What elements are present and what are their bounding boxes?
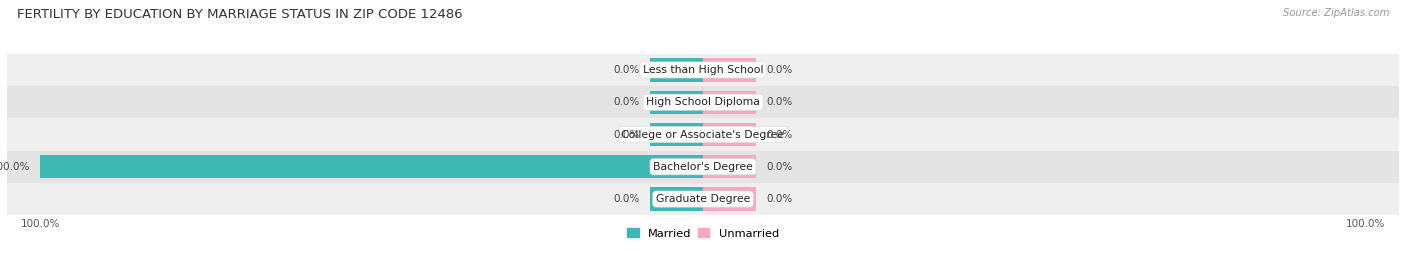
Text: 0.0%: 0.0% xyxy=(614,65,640,75)
Text: Graduate Degree: Graduate Degree xyxy=(655,194,751,204)
Bar xyxy=(7,118,1399,151)
Text: 0.0%: 0.0% xyxy=(766,162,792,172)
Bar xyxy=(7,54,1399,86)
Text: Bachelor's Degree: Bachelor's Degree xyxy=(652,162,754,172)
Text: 0.0%: 0.0% xyxy=(614,129,640,140)
Bar xyxy=(703,123,756,146)
Text: 0.0%: 0.0% xyxy=(614,194,640,204)
Text: FERTILITY BY EDUCATION BY MARRIAGE STATUS IN ZIP CODE 12486: FERTILITY BY EDUCATION BY MARRIAGE STATU… xyxy=(17,8,463,21)
Text: 0.0%: 0.0% xyxy=(766,65,792,75)
Text: 0.0%: 0.0% xyxy=(766,97,792,107)
Text: 0.0%: 0.0% xyxy=(766,129,792,140)
Text: College or Associate's Degree: College or Associate's Degree xyxy=(621,129,785,140)
Text: 0.0%: 0.0% xyxy=(766,194,792,204)
Text: 100.0%: 100.0% xyxy=(0,162,30,172)
Bar xyxy=(41,155,703,178)
Bar xyxy=(650,58,703,82)
Bar xyxy=(703,155,756,178)
Bar xyxy=(650,91,703,114)
Bar xyxy=(7,183,1399,215)
Bar xyxy=(7,151,1399,183)
Bar xyxy=(703,187,756,211)
Bar xyxy=(7,86,1399,118)
Text: Source: ZipAtlas.com: Source: ZipAtlas.com xyxy=(1282,8,1389,18)
Bar xyxy=(703,91,756,114)
Legend: Married, Unmarried: Married, Unmarried xyxy=(627,228,779,239)
Bar xyxy=(703,58,756,82)
Bar xyxy=(650,187,703,211)
Text: High School Diploma: High School Diploma xyxy=(647,97,759,107)
Bar xyxy=(650,123,703,146)
Text: Less than High School: Less than High School xyxy=(643,65,763,75)
Text: 0.0%: 0.0% xyxy=(614,97,640,107)
